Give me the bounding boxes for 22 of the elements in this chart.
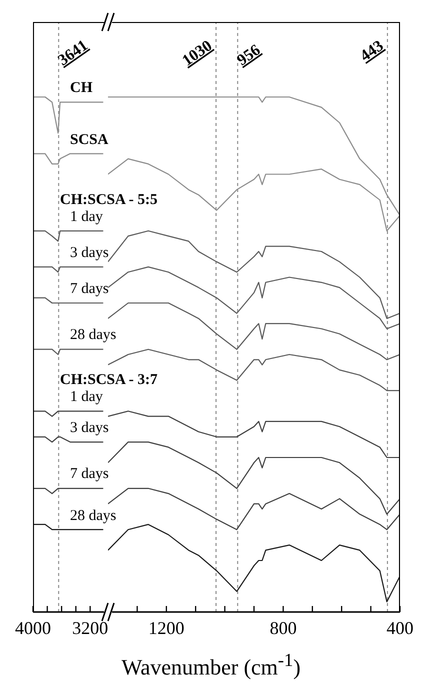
ref-line-label: 3641 (55, 36, 92, 70)
series-label: CH (70, 79, 92, 98)
series-label: 7 days (70, 465, 109, 484)
x-tick-label: 800 (270, 618, 297, 638)
annotation: CH:SCSA - 5:5 (60, 190, 158, 209)
series-label: 1 day (70, 208, 103, 226)
series-label: 3 days (70, 244, 109, 262)
ref-line-label: 956 (234, 42, 264, 70)
ref-line-label: 1030 (179, 37, 216, 70)
x-tick-label: 1200 (148, 618, 184, 638)
series-label: 7 days (70, 280, 109, 298)
series-label: 28 days (70, 506, 116, 525)
x-tick-label: 3200 (72, 618, 108, 638)
annotation: CH:SCSA - 3:7 (60, 371, 158, 390)
x-tick-label: 4000 (15, 618, 51, 638)
x-tick-label: 400 (386, 618, 414, 638)
series-label: 3 days (70, 419, 109, 438)
series-label: SCSA (70, 130, 108, 149)
series-label: 1 day (70, 388, 103, 406)
ref-line-label: 443 (357, 37, 387, 66)
series-label: 28 days (70, 326, 116, 344)
x-axis-title: Wavenumber (cm$^{-1}$) (120, 650, 302, 680)
